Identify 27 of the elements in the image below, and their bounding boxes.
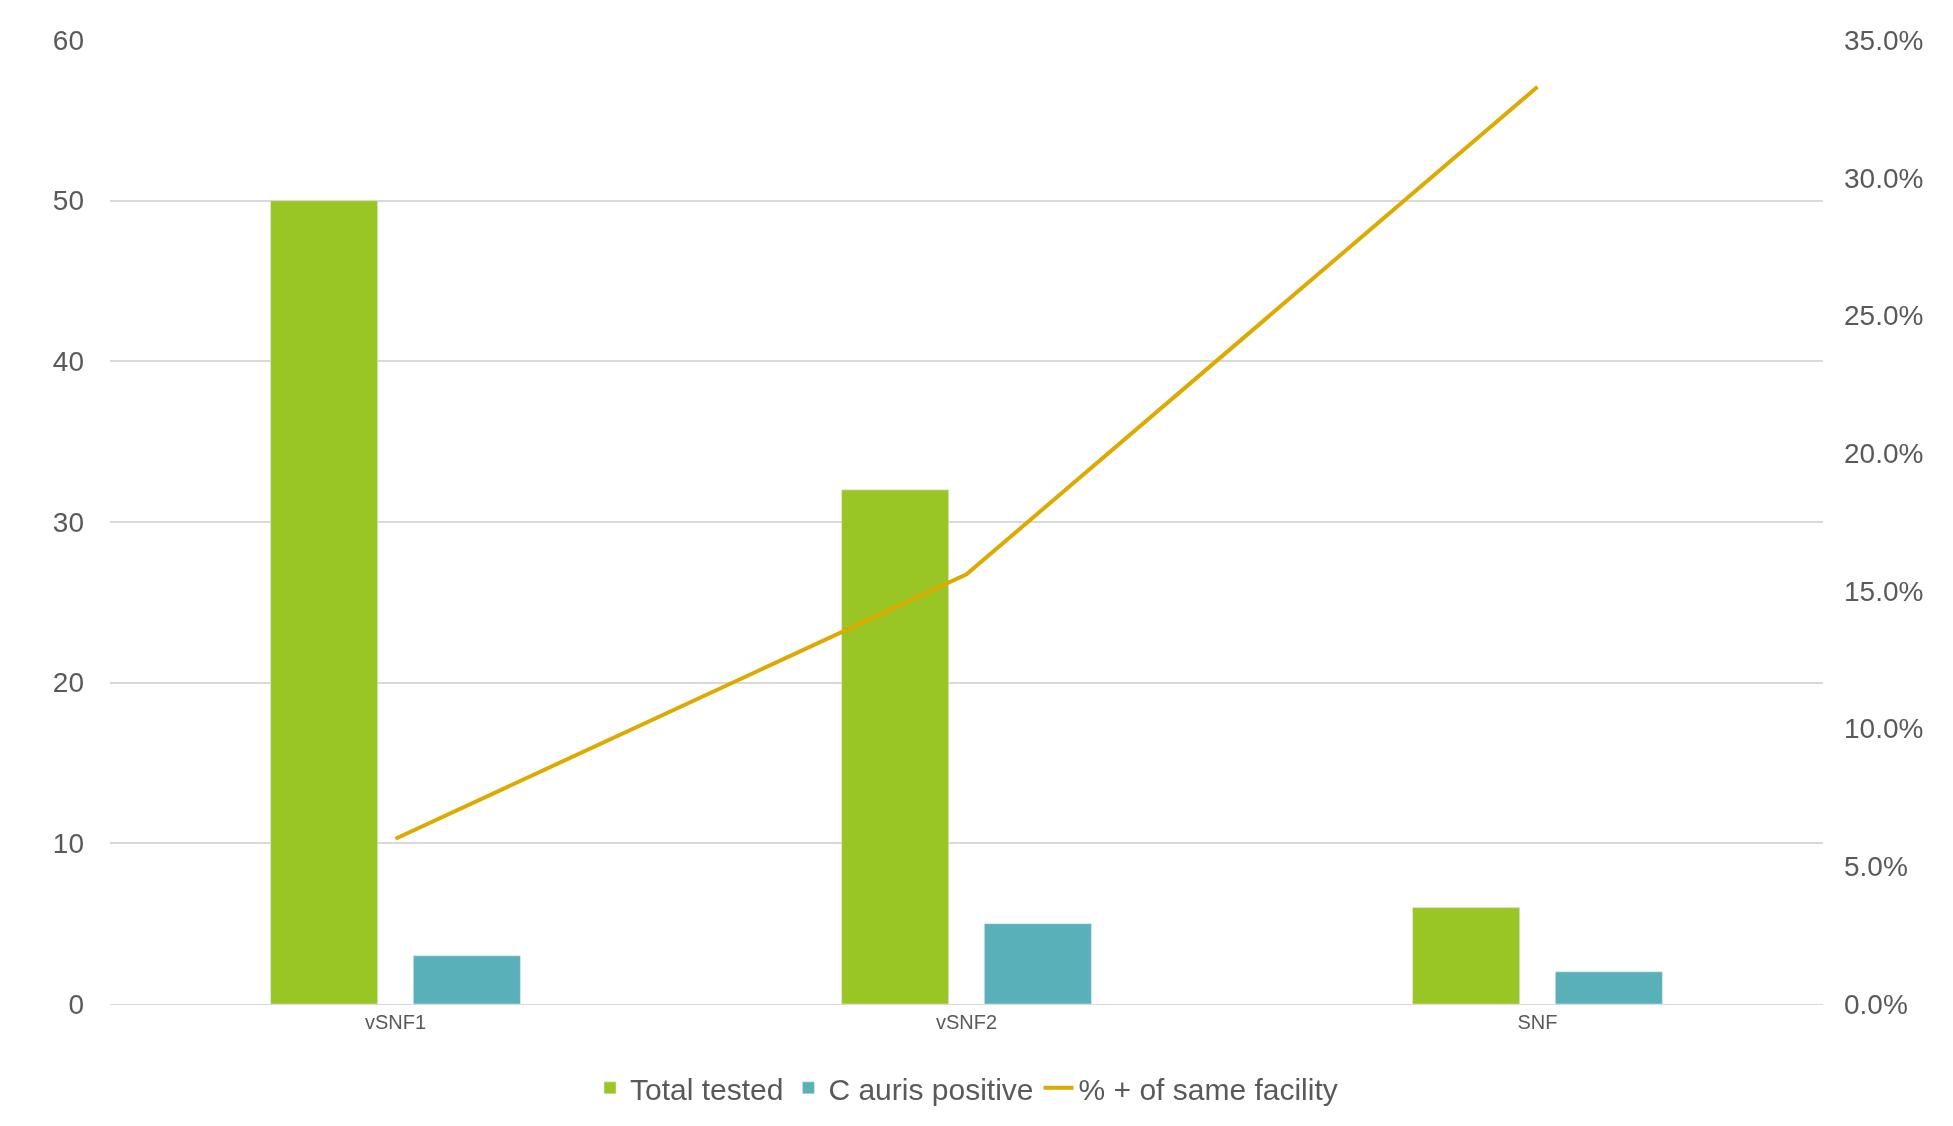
y-tick-label: 0 xyxy=(68,988,84,1020)
y2-tick-label: 5.0% xyxy=(1844,851,1908,883)
x-tick-label: SNF xyxy=(1517,1011,1558,1033)
bar xyxy=(413,955,521,1004)
legend-label: % + of same facility xyxy=(1078,1072,1338,1106)
bar xyxy=(1412,907,1520,1004)
bar xyxy=(270,200,378,1004)
y-tick-label: 30 xyxy=(52,506,84,538)
y2-tick-label: 30.0% xyxy=(1844,162,1924,194)
y-tick-label: 60 xyxy=(52,24,84,56)
bar xyxy=(984,923,1092,1004)
y2-tick-label: 20.0% xyxy=(1844,437,1924,469)
y2-tick-label: 10.0% xyxy=(1844,713,1924,745)
y-tick-label: 10 xyxy=(52,828,84,860)
y2-tick-label: 0.0% xyxy=(1844,988,1908,1020)
y2-tick-label: 25.0% xyxy=(1844,300,1924,332)
bar xyxy=(1555,971,1663,1004)
y-tick-label: 20 xyxy=(52,667,84,699)
bar xyxy=(841,489,949,1004)
legend-label: Total tested xyxy=(630,1072,784,1106)
x-tick-label: vSNF1 xyxy=(364,1011,427,1033)
y2-tick-label: 15.0% xyxy=(1844,575,1924,607)
y2-tick-label: 35.0% xyxy=(1844,24,1924,56)
y-tick-label: 50 xyxy=(52,185,84,217)
y-tick-label: 40 xyxy=(52,346,84,378)
legend-label: C auris positive xyxy=(828,1072,1034,1106)
x-tick-label: vSNF2 xyxy=(935,1011,998,1033)
